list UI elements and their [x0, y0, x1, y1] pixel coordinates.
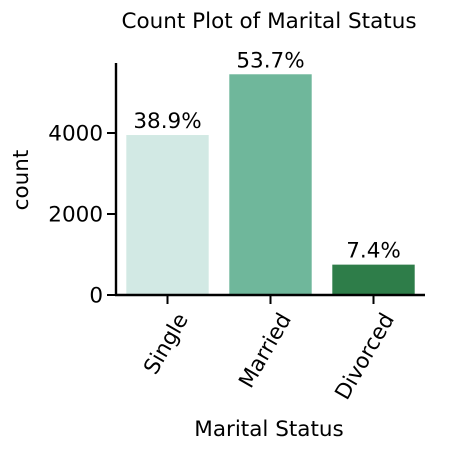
data-label-single: 38.9%	[133, 109, 201, 134]
bar-single	[126, 135, 209, 295]
x-tick-label-single: Single	[139, 309, 194, 379]
y-tick-label-4000: 4000	[48, 122, 103, 147]
data-label-married: 53.7%	[236, 48, 304, 73]
y-tick-label-0: 0	[89, 284, 103, 309]
bar-divorced	[332, 264, 415, 296]
x-tick-label-married: Married	[234, 309, 297, 392]
chart-title: Count Plot of Marital Status	[121, 9, 416, 34]
x-axis-label: Marital Status	[194, 417, 343, 442]
y-tick-label-2000: 2000	[48, 203, 103, 228]
bars-layer: 38.9% 53.7% 7.4%	[126, 48, 415, 296]
y-axis-label: count	[9, 150, 34, 211]
x-tick-label-divorced: Divorced	[330, 309, 399, 404]
data-label-divorced: 7.4%	[346, 239, 401, 264]
bar-married	[229, 74, 312, 295]
